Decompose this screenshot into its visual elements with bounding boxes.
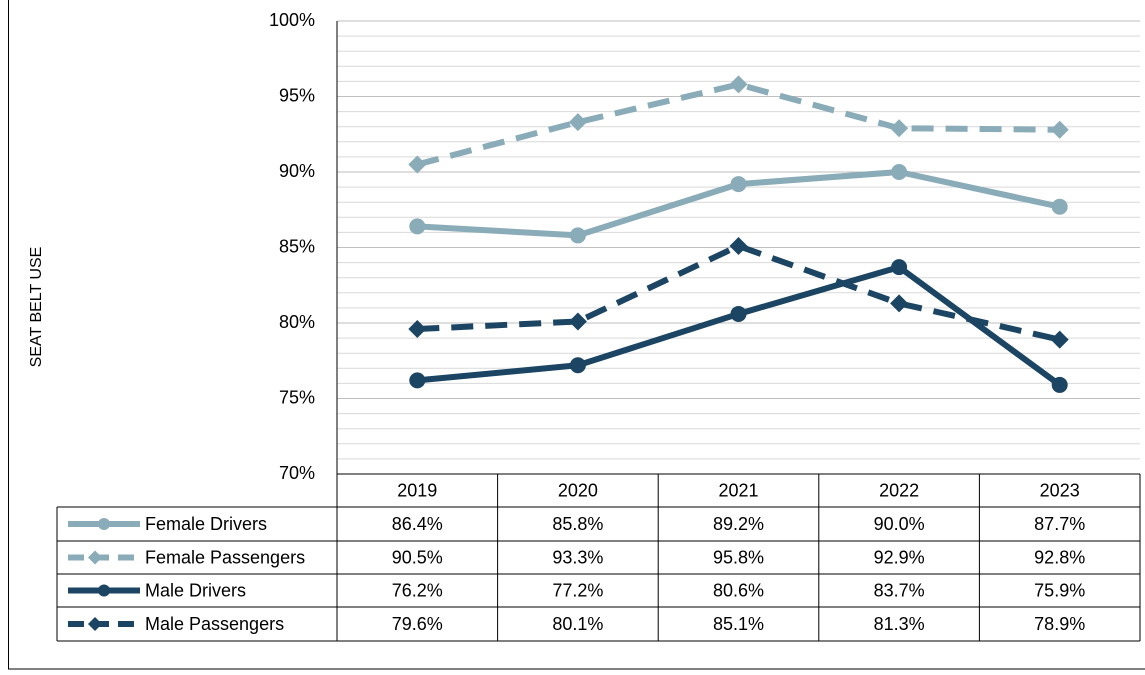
table-cell: 93.3% [552,547,603,567]
series-marker [891,259,908,276]
x-tick-label: 2021 [718,480,758,500]
y-axis-label: SEAT BELT USE [28,247,45,368]
series-line [417,242,1061,343]
y-tick-label: 95% [279,85,315,105]
legend-marker [88,550,102,565]
table-cell: 95.8% [713,547,764,567]
y-tick-label: 75% [279,387,315,407]
legend-label: Male Passengers [145,614,284,634]
table-cell: 78.9% [1034,614,1085,634]
table-cell: 76.2% [392,580,443,600]
legend-label: Female Drivers [145,514,267,534]
series-marker [568,113,587,132]
series-line [416,81,1060,168]
legend-marker [88,617,102,631]
table-cell: 90.0% [874,514,925,534]
table-cell: 92.9% [874,547,925,567]
series-marker [729,75,748,94]
table-cell: 87.7% [1034,514,1085,534]
series-marker [568,312,587,331]
series-marker [408,155,427,174]
y-tick-label: 100% [269,10,315,30]
table-cell: 83.7% [874,580,925,600]
y-tick-label: 85% [279,236,315,256]
y-tick-label: 80% [279,312,315,332]
x-tick-label: 2019 [397,480,437,500]
series-marker [409,218,426,235]
y-tick-label: 70% [279,463,315,483]
table-cell: 81.3% [874,614,925,634]
table-cell: 79.6% [392,614,443,634]
table-cell: 89.2% [713,514,764,534]
series-marker [1051,376,1068,393]
legend-label: Male Drivers [145,580,246,600]
series-marker [891,164,908,180]
table-cell: 75.9% [1034,580,1085,600]
series-marker [730,305,747,322]
series-marker [1051,198,1068,215]
x-tick-label: 2023 [1040,480,1080,500]
series-marker [890,119,909,138]
table-cell: 77.2% [552,580,603,600]
table-cell: 85.8% [552,514,603,534]
table-cell: 86.4% [392,514,443,534]
series-marker [569,227,586,244]
legend-label: Female Passengers [145,547,305,567]
table-cell: 92.8% [1034,547,1085,567]
series-marker [409,372,426,389]
x-tick-label: 2022 [879,480,919,500]
table-cell: 85.1% [713,614,764,634]
series-marker [408,320,427,339]
series-marker [569,357,586,374]
y-tick-label: 90% [279,161,315,181]
table-cell: 90.5% [392,547,443,567]
series-marker [890,294,909,313]
x-tick-label: 2020 [558,480,598,500]
table-cell: 80.6% [713,580,764,600]
series-marker [729,236,748,255]
series-line [417,264,1062,388]
legend-marker [98,584,110,597]
series-marker [1050,120,1069,139]
series-marker [730,176,747,193]
table-cell: 80.1% [552,614,603,634]
legend-marker [98,518,110,530]
chart-border [8,0,1145,670]
series-marker [1050,330,1069,349]
